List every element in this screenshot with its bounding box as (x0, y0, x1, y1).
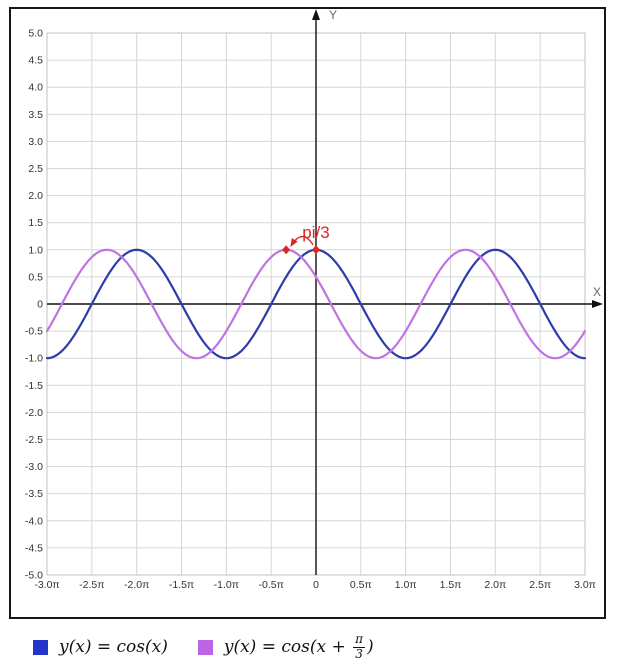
y-tick-label: -2.0 (25, 407, 43, 419)
legend-label-prefix: y(x) = cos(x + (223, 637, 352, 658)
y-axis-letter: Y (329, 8, 337, 22)
y-tick-label: -1.0 (25, 353, 43, 365)
x-tick-label: 1.5π (440, 579, 462, 591)
x-axis-arrow (592, 300, 603, 308)
legend-label-cos: y(x) = cos(x) (59, 637, 168, 658)
y-tick-label: -1.5 (25, 380, 43, 392)
x-tick-label: -1.5π (169, 579, 194, 591)
annotation-point (312, 245, 320, 255)
y-tick-label: 4.5 (28, 55, 43, 67)
y-tick-label: 3.0 (28, 136, 43, 148)
legend-item-cos: y(x) = cos(x) (33, 637, 168, 657)
legend-label-suffix: ) (367, 637, 374, 658)
x-axis-letter: X (593, 285, 601, 299)
phase-shift-arrow (290, 235, 314, 247)
y-tick-label: -3.0 (25, 461, 43, 473)
x-tick-label: -1.0π (214, 579, 239, 591)
x-tick-label: -2.0π (124, 579, 149, 591)
y-tick-label: 0 (37, 299, 43, 311)
x-tick-label: 2.5π (529, 579, 551, 591)
y-tick-label: 2.0 (28, 190, 43, 202)
y-tick-label: 0.5 (28, 271, 43, 283)
legend: y(x) = cos(x) y(x) = cos(x + π 3) (33, 632, 374, 662)
tick-labels: -3.0π -2.5π -2.0π -1.5π -1.0π -0.5π 0 0.5π 1.0π 1… (25, 28, 596, 592)
curve-cos-shifted (45, 248, 587, 360)
y-tick-label: 1.5 (28, 217, 43, 229)
y-tick-label: 1.0 (28, 244, 43, 256)
fraction-denominator: 3 (355, 646, 363, 661)
axes (47, 16, 596, 575)
y-tick-label: 5.0 (28, 28, 43, 40)
x-tick-label: 1.0π (395, 579, 417, 591)
x-tick-label: 3.0π (574, 579, 596, 591)
x-tick-label: -0.5π (258, 579, 283, 591)
x-tick-label: 2.0π (484, 579, 506, 591)
y-tick-label: -4.5 (25, 542, 43, 554)
y-tick-label: -3.5 (25, 488, 43, 500)
x-tick-label: 0 (313, 579, 319, 591)
phase-shift-label: pi/3 (302, 223, 329, 242)
x-tick-label: -3.0π (34, 579, 59, 591)
y-tick-label: -4.0 (25, 515, 43, 527)
y-axis-arrow (312, 9, 320, 20)
y-tick-label: 4.0 (28, 82, 43, 94)
legend-item-cos-shifted: y(x) = cos(x + π 3) (197, 632, 374, 662)
y-tick-label: -0.5 (25, 326, 43, 338)
annotation-point (282, 245, 291, 255)
fraction-numerator: π (353, 632, 365, 648)
x-tick-label: 0.5π (350, 579, 372, 591)
legend-swatch-cos (33, 639, 48, 655)
y-tick-label: 3.5 (28, 109, 43, 121)
legend-swatch-cos-shifted (197, 639, 213, 655)
x-tick-label: -2.5π (79, 579, 104, 591)
y-tick-label: -2.5 (25, 434, 43, 446)
y-tick-label: 2.5 (28, 163, 43, 175)
legend-label-cos-shifted: y(x) = cos(x + π 3) (223, 632, 374, 662)
y-tick-label: -5.0 (25, 570, 43, 582)
plot-canvas (9, 7, 606, 619)
